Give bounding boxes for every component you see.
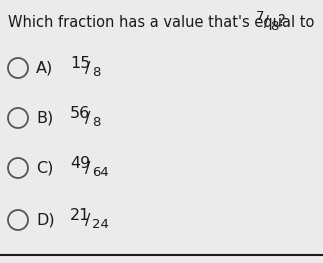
Text: 8: 8 <box>92 117 100 129</box>
Text: 49: 49 <box>70 156 90 171</box>
Text: D): D) <box>36 213 55 227</box>
Text: /: / <box>85 160 90 175</box>
Text: /: / <box>85 213 90 227</box>
Text: 24: 24 <box>92 219 109 231</box>
Text: Which fraction has a value that's equal to: Which fraction has a value that's equal … <box>8 14 319 29</box>
Text: 21: 21 <box>70 209 90 224</box>
Text: 56: 56 <box>70 107 90 122</box>
Text: C): C) <box>36 160 53 175</box>
Text: 8: 8 <box>270 21 278 33</box>
Text: ?: ? <box>278 14 286 29</box>
Text: B): B) <box>36 110 53 125</box>
Text: 64: 64 <box>92 166 109 180</box>
Text: A): A) <box>36 60 53 75</box>
Text: 8: 8 <box>92 67 100 79</box>
Text: 15: 15 <box>70 57 90 72</box>
Text: /: / <box>85 110 90 125</box>
Text: /: / <box>264 14 269 29</box>
Text: /: / <box>85 60 90 75</box>
Text: 7: 7 <box>256 11 265 23</box>
